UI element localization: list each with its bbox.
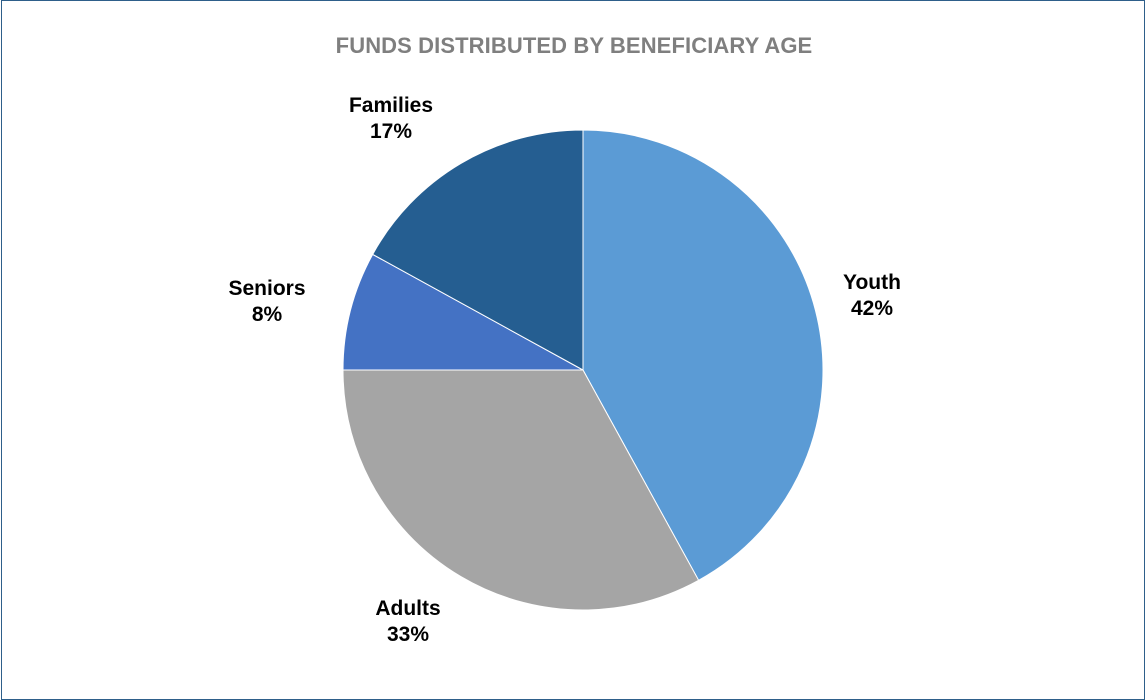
- pie-chart: Youth 42% Adults 33% Seniors 8% Families 17%: [228, 94, 901, 646]
- pie-slice-youth: [582, 129, 824, 581]
- data-label-seniors-name: Seniors: [228, 277, 305, 300]
- data-label-youth-percent: 42%: [851, 297, 893, 320]
- data-label-adults-name: Adults: [375, 597, 440, 620]
- data-label-families-name: Families: [349, 94, 433, 117]
- pie-slice-seniors: [342, 253, 584, 371]
- data-label-adults-percent: 33%: [387, 623, 429, 646]
- data-label-youth-name: Youth: [843, 271, 901, 294]
- data-label-youth: Youth 42%: [843, 271, 901, 320]
- data-label-adults: Adults 33%: [375, 597, 440, 646]
- data-label-seniors: Seniors 8%: [228, 277, 305, 326]
- data-label-families: Families 17%: [349, 94, 433, 143]
- pie-slice-families: [372, 129, 584, 371]
- data-label-families-percent: 17%: [370, 120, 412, 143]
- data-label-seniors-percent: 8%: [252, 303, 283, 326]
- pie-slice-adults: [342, 369, 700, 611]
- chart-title: FUNDS DISTRIBUTED BY BENEFICIARY AGE: [335, 33, 813, 58]
